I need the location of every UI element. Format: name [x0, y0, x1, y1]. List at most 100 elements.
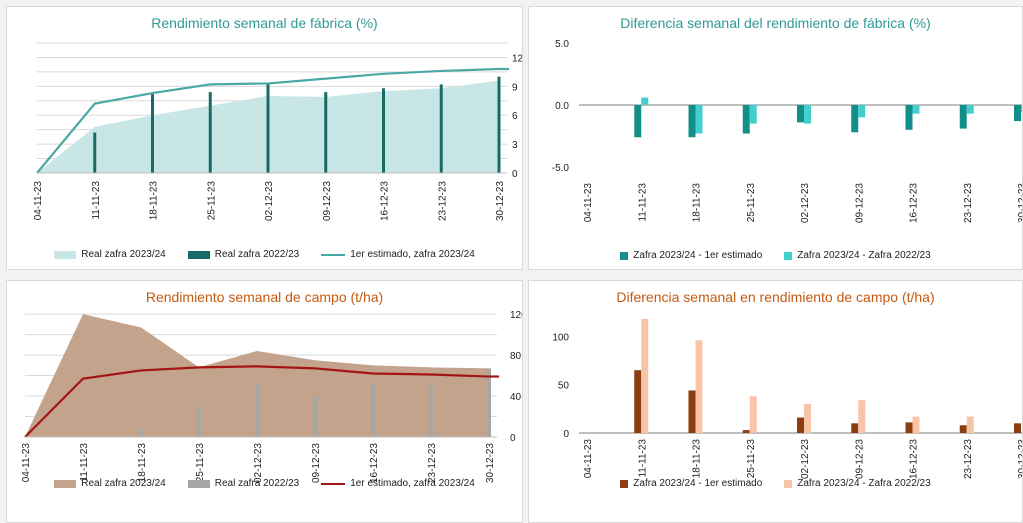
x-tick-label: 16-12-23 — [369, 443, 380, 483]
bar — [139, 429, 143, 437]
x-tick-label: 23-12-23 — [963, 183, 974, 223]
bar — [324, 92, 328, 173]
y-tick-label: 0 — [563, 429, 569, 440]
bar — [959, 425, 967, 433]
y-tick-label: 3 — [512, 140, 518, 151]
legend-label: Real zafra 2022/23 — [214, 249, 300, 260]
legend-swatch — [620, 251, 629, 260]
chart-title-dif-fabrica: Diferencia semanal del rendimiento de fá… — [620, 15, 931, 31]
bar — [497, 76, 501, 173]
x-tick-label: 25-11-23 — [746, 183, 757, 223]
x-tick-label: 09-12-23 — [311, 443, 322, 483]
legend-label: Real zafra 2023/24 — [81, 249, 166, 260]
bar — [912, 105, 920, 114]
x-tick-label: 25-11-23 — [195, 443, 206, 483]
bar — [851, 423, 859, 433]
y-tick-label: 120 — [510, 310, 523, 321]
x-tick-label: 30-12-23 — [485, 443, 496, 483]
legend-dif-campo: Zafra 2023/24 - 1er estimado Zafra 2023/… — [529, 478, 1022, 489]
bar — [797, 417, 804, 433]
x-tick-label: 18-11-23 — [692, 183, 703, 223]
chart-dif-fabrica: 5.0 0.0 -5.0 04-11-23 11-11-23 18-11-23 25-11-… — [552, 39, 1022, 223]
x-tick-label: 30-12-23 — [495, 181, 506, 221]
bar — [959, 105, 967, 129]
legend-label: Zafra 2023/24 - 1er estimado — [633, 250, 763, 261]
legend-campo: Real zafra 2023/24 Real zafra 2022/23 1e… — [7, 478, 522, 489]
legend-item: Real zafra 2022/23 — [187, 478, 299, 489]
legend-item: Zafra 2023/24 - Zafra 2022/23 — [784, 250, 931, 261]
bar — [749, 396, 757, 433]
chart-title-fabrica: Rendimiento semanal de fábrica (%) — [151, 15, 378, 31]
x-tick-label: 16-12-23 — [909, 183, 920, 223]
x-tick-label: 23-12-23 — [427, 443, 438, 483]
chart-panel-dif-fabrica: Diferencia semanal del rendimiento de fá… — [528, 6, 1023, 270]
legend-swatch — [784, 479, 793, 488]
y-tick-label: 100 — [552, 332, 569, 343]
legend-label: Zafra 2023/24 - 1er estimado — [633, 478, 763, 489]
y-tick-label: 0 — [510, 433, 516, 444]
x-tick-label: 04-11-23 — [33, 181, 44, 221]
bar — [429, 386, 433, 437]
bar — [804, 105, 811, 124]
bar — [151, 94, 154, 173]
legend-swatch — [187, 250, 210, 259]
y-tick-label: 9 — [512, 82, 518, 93]
bar — [912, 416, 920, 433]
bar — [634, 105, 642, 138]
x-tick-label: 04-11-23 — [583, 439, 594, 479]
legend-label: Zafra 2023/24 - Zafra 2022/23 — [797, 478, 931, 489]
legend-fabrica: Real zafra 2023/24 Real zafra 2022/23 1e… — [7, 249, 522, 260]
bar — [749, 105, 757, 124]
x-tick-label: 16-12-23 — [909, 439, 920, 479]
chart-panel-dif-campo: Diferencia semanal en rendimiento de cam… — [528, 280, 1023, 523]
legend-swatch — [54, 250, 77, 259]
bar — [966, 416, 974, 433]
legend-label: Zafra 2023/24 - Zafra 2022/23 — [797, 250, 931, 261]
bar — [851, 105, 859, 133]
legend-label: 1er estimado, zafra 2023/24 — [350, 249, 475, 260]
bar — [641, 97, 649, 105]
bar — [1014, 105, 1021, 122]
bar — [742, 105, 750, 134]
bar — [313, 396, 317, 437]
series-line — [24, 365, 499, 438]
x-tick-label: 23-12-23 — [963, 439, 974, 479]
legend-swatch — [54, 479, 77, 488]
x-tick-label: 09-12-23 — [322, 181, 333, 221]
bar — [197, 406, 201, 437]
chart-dif-campo: 100 50 0 04-11-23 11-11-23 18-11-23 25-11-23 02… — [552, 318, 1022, 479]
series-line — [36, 67, 509, 174]
y-tick-label: -5.0 — [552, 163, 570, 174]
bar — [1021, 105, 1022, 113]
chart-title-dif-campo: Diferencia semanal en rendimiento de cam… — [616, 289, 935, 305]
x-tick-label: 02-12-23 — [253, 443, 264, 483]
legend-swatch — [321, 482, 346, 485]
bar — [371, 384, 375, 437]
bar — [641, 318, 649, 433]
bar — [1014, 423, 1021, 433]
bar — [742, 430, 750, 433]
legend-swatch — [187, 479, 210, 488]
bar — [804, 404, 811, 433]
x-tick-label: 16-12-23 — [380, 181, 391, 221]
bar — [688, 105, 696, 138]
x-tick-label: 25-11-23 — [746, 439, 757, 479]
bar — [266, 83, 270, 173]
legend-item: Real zafra 2022/23 — [187, 249, 300, 260]
y-tick-label: 12 — [512, 53, 523, 64]
x-tick-label: 23-12-23 — [437, 181, 448, 221]
bar — [688, 390, 696, 433]
x-tick-label: 09-12-23 — [854, 439, 865, 479]
bar — [695, 340, 703, 433]
chart-title-campo: Rendimiento semanal de campo (t/ha) — [145, 289, 384, 305]
x-tick-label: 11-11-23 — [79, 443, 90, 482]
x-tick-label: 18-11-23 — [149, 181, 160, 221]
legend-item: Zafra 2023/24 - 1er estimado — [620, 478, 762, 489]
x-tick-label: 02-12-23 — [800, 439, 811, 479]
bar — [905, 105, 913, 130]
legend-swatch — [321, 253, 346, 256]
x-tick-label: 09-12-23 — [854, 183, 865, 223]
bar — [966, 105, 974, 114]
bar — [382, 88, 385, 173]
bar — [208, 92, 212, 173]
